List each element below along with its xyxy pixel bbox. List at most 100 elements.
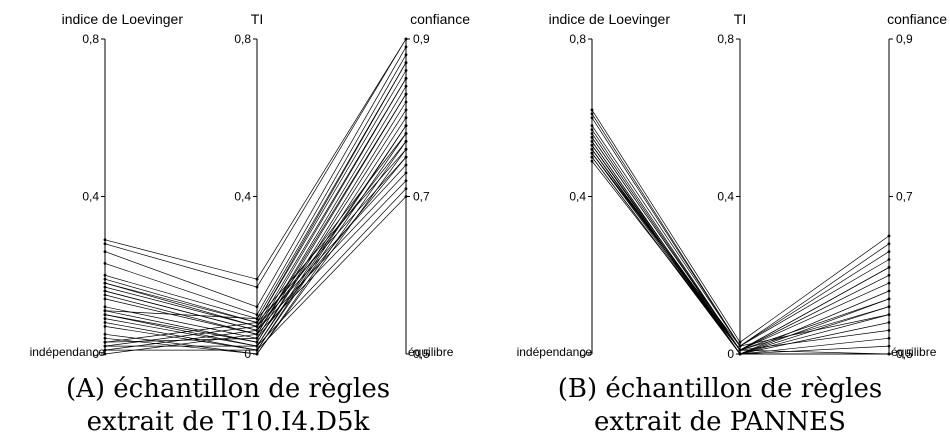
rule-point	[404, 108, 408, 112]
rule-point	[887, 234, 891, 238]
rule-point	[887, 273, 891, 277]
rule-point	[590, 159, 594, 163]
rule-point	[404, 92, 408, 96]
rule-point	[103, 344, 107, 348]
tick-label: 0	[579, 347, 586, 361]
axis-title: confiance	[887, 11, 947, 27]
rule-point	[103, 293, 107, 297]
axis-title: TI	[251, 11, 263, 27]
rule-point	[738, 340, 742, 344]
rule-point	[404, 77, 408, 80]
rule-point	[738, 352, 742, 356]
rule-point	[404, 195, 408, 198]
rule-point	[103, 242, 107, 246]
rule-point	[590, 112, 594, 116]
rule-point	[887, 266, 891, 269]
rule-point	[590, 136, 594, 139]
rule-point	[590, 128, 594, 132]
rule-point	[887, 313, 891, 316]
rule-point	[404, 45, 408, 49]
rule-point	[887, 281, 891, 285]
tick-label: 0,4	[234, 190, 251, 204]
tick-label: 0	[727, 347, 734, 361]
rule-point	[103, 297, 107, 301]
tick-label: 0,8	[234, 32, 251, 46]
chart-a: indice de Loevinger0,80,40indépendanceTI…	[30, 11, 471, 437]
rule-line	[104, 86, 407, 335]
rule-point	[590, 116, 594, 120]
tick-label: 0,4	[569, 190, 586, 204]
rule-point	[590, 143, 594, 147]
rule-line	[104, 117, 407, 347]
tick-label: 0,8	[717, 32, 734, 46]
rule-point	[404, 116, 408, 120]
rule-point	[103, 273, 107, 277]
rule-point	[590, 147, 594, 151]
rule-point	[887, 242, 891, 246]
rule-point	[404, 100, 408, 104]
rule-line	[104, 46, 407, 308]
tick-label: 0,7	[896, 190, 913, 204]
rule-point	[887, 352, 891, 356]
rule-point	[887, 289, 891, 293]
rule-point	[103, 340, 107, 344]
rule-point	[404, 187, 408, 191]
rule-point	[255, 344, 259, 348]
figure-caption: (B) échantillon de règles	[558, 374, 882, 404]
tick-label: 0,9	[413, 32, 430, 46]
axis-extreme-label: indépendance	[517, 345, 593, 359]
rule-point	[103, 281, 107, 285]
rule-point	[887, 329, 891, 332]
chart-b: indice de Loevinger0,80,40indépendanceTI…	[517, 11, 948, 437]
tick-label: 0,7	[413, 190, 430, 204]
rule-point	[255, 321, 259, 324]
rule-point	[738, 348, 742, 352]
rule-point	[255, 325, 259, 328]
rule-point	[103, 305, 107, 309]
rule-point	[255, 340, 259, 344]
rule-point	[887, 321, 891, 324]
rule-point	[103, 332, 107, 336]
rule-point	[887, 297, 891, 301]
rule-point	[103, 313, 107, 316]
rule-point	[103, 238, 107, 242]
rule-point	[887, 250, 891, 254]
rule-point	[404, 84, 408, 88]
tick-label: 0,5	[896, 347, 913, 361]
tick-label: 0	[92, 347, 99, 361]
rule-point	[404, 147, 408, 151]
rule-point	[887, 336, 891, 340]
rule-point	[103, 348, 107, 352]
rule-point	[590, 155, 594, 159]
rule-point	[590, 151, 594, 155]
figure-caption: extrait de PANNES	[594, 407, 846, 437]
tick-label: 0,9	[896, 32, 913, 46]
rule-point	[887, 344, 891, 348]
tick-label: 0,8	[82, 32, 99, 46]
rule-point	[590, 140, 594, 143]
rule-point	[103, 250, 107, 254]
rule-point	[103, 336, 107, 340]
rule-point	[404, 37, 408, 41]
tick-label: 0,4	[82, 190, 99, 204]
rule-point	[103, 321, 107, 324]
rule-point	[103, 325, 107, 328]
rule-point	[255, 317, 259, 320]
rule-line	[104, 38, 407, 288]
axis-title: indice de Loevinger	[62, 11, 184, 27]
rule-point	[103, 262, 107, 265]
rule-point	[103, 317, 107, 320]
rule-point	[887, 305, 891, 309]
rule-point	[255, 336, 259, 340]
axis-title: indice de Loevinger	[549, 11, 671, 27]
rule-line	[104, 78, 407, 331]
rule-point	[404, 132, 408, 135]
tick-label: 0	[244, 347, 251, 361]
rule-point	[255, 305, 259, 309]
axis-title: confiance	[410, 11, 470, 27]
rule-point	[255, 329, 259, 332]
figure-caption: (A) échantillon de règles	[66, 374, 390, 404]
rule-point	[103, 285, 107, 289]
rule-point	[255, 332, 259, 336]
axis-extreme-label: indépendance	[30, 345, 106, 359]
